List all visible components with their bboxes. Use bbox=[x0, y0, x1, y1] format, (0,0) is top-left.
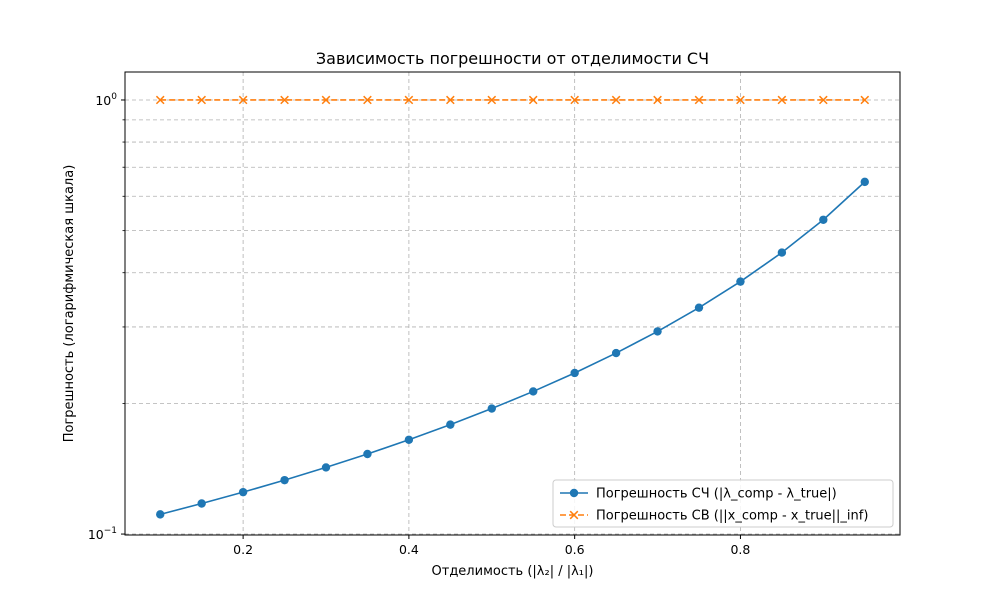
y-tick-label: 100 bbox=[95, 92, 117, 108]
marker-stroke bbox=[404, 95, 414, 105]
data-point-series-1 bbox=[653, 327, 662, 336]
data-point-series-1 bbox=[736, 277, 745, 286]
marker-stroke bbox=[694, 95, 704, 105]
data-point-series-2 bbox=[528, 95, 538, 105]
x-axis-label: Отделимость (|λ₂| / |λ₁|) bbox=[432, 564, 594, 579]
data-point-series-2 bbox=[155, 95, 165, 105]
y-tick-base: 10 bbox=[95, 93, 111, 108]
legend-label: Погрешность СЧ (|λ_comp - λ_true|) bbox=[596, 487, 837, 502]
marker-stroke bbox=[487, 95, 497, 105]
data-point-series-2 bbox=[860, 95, 870, 105]
data-point-series-1 bbox=[321, 463, 331, 472]
legend-label: Погрешность СВ (||x_comp - x_true||_inf) bbox=[596, 509, 868, 524]
data-point-series-2 bbox=[363, 95, 372, 105]
data-point-series-1 bbox=[570, 368, 579, 378]
data-point-series-2 bbox=[736, 95, 745, 105]
marker-stroke bbox=[363, 95, 372, 105]
data-point-series-2 bbox=[446, 95, 455, 105]
x-tick-label: 0.8 bbox=[730, 542, 750, 557]
marker-stroke bbox=[155, 95, 165, 105]
legend-swatch-marker bbox=[569, 510, 579, 520]
data-point-series-1 bbox=[156, 510, 165, 519]
marker-stroke bbox=[280, 95, 289, 105]
data-point-series-1 bbox=[694, 303, 704, 312]
data-point-series-1 bbox=[611, 348, 621, 358]
x-tick-label: 0.6 bbox=[565, 542, 585, 557]
data-point-series-1 bbox=[487, 404, 496, 413]
data-point-series-2 bbox=[404, 95, 414, 105]
data-point-series-1 bbox=[529, 387, 538, 396]
data-point-series-2 bbox=[280, 95, 289, 105]
data-point-series-2 bbox=[321, 95, 331, 105]
marker-stroke bbox=[197, 95, 207, 105]
data-point-series-1 bbox=[363, 449, 372, 459]
data-point-series-1 bbox=[197, 499, 206, 508]
legend-box bbox=[552, 479, 894, 528]
marker-stroke bbox=[321, 95, 331, 105]
series-line-1 bbox=[160, 181, 866, 516]
data-point-series-1 bbox=[819, 215, 828, 224]
data-point-series-1 bbox=[860, 177, 869, 187]
data-point-series-2 bbox=[694, 95, 704, 105]
marker-stroke bbox=[818, 95, 828, 105]
y-tick-exponent: 0 bbox=[111, 92, 117, 102]
x-tick-label: 0.2 bbox=[233, 542, 253, 557]
marker-stroke bbox=[570, 95, 579, 105]
data-point-series-2 bbox=[611, 95, 621, 105]
data-point-series-2 bbox=[570, 95, 579, 105]
marker-stroke bbox=[528, 95, 538, 105]
y-tick-label: 10−1 bbox=[88, 526, 117, 542]
legend-item-2: Погрешность СВ (||x_comp - x_true||_inf) bbox=[560, 509, 868, 524]
legend-swatch-marker bbox=[569, 488, 579, 498]
data-point-series-2 bbox=[238, 95, 248, 105]
data-point-series-2 bbox=[653, 95, 662, 105]
y-tick-exponent: −1 bbox=[104, 526, 117, 536]
marker-stroke bbox=[611, 95, 621, 105]
marker-stroke bbox=[238, 95, 248, 105]
legend: Погрешность СЧ (|λ_comp - λ_true|) Погреш… bbox=[552, 479, 894, 528]
y-tick-base: 10 bbox=[88, 527, 104, 542]
data-point-series-1 bbox=[238, 487, 248, 497]
data-point-series-2 bbox=[197, 95, 207, 105]
data-point-series-1 bbox=[404, 435, 414, 444]
data-point-series-1 bbox=[280, 475, 289, 485]
series-group bbox=[155, 95, 870, 519]
data-point-series-1 bbox=[446, 420, 455, 429]
plot-frame bbox=[124, 71, 901, 536]
data-point-series-2 bbox=[818, 95, 828, 105]
marker-stroke bbox=[653, 95, 662, 105]
y-axis-label: Погрешность (логарифмическая шкала) bbox=[62, 165, 77, 443]
marker-stroke bbox=[777, 95, 787, 105]
marker-stroke bbox=[446, 95, 455, 105]
chart-title: Зависимость погрешности от отделимости С… bbox=[316, 49, 709, 68]
marker-stroke bbox=[736, 95, 745, 105]
data-point-series-2 bbox=[777, 95, 787, 105]
marker-stroke bbox=[860, 95, 870, 105]
data-point-series-1 bbox=[777, 248, 787, 257]
legend-item-1: Погрешность СЧ (|λ_comp - λ_true|) bbox=[560, 487, 837, 502]
x-tick-label: 0.4 bbox=[399, 542, 419, 557]
data-point-series-2 bbox=[487, 95, 497, 105]
